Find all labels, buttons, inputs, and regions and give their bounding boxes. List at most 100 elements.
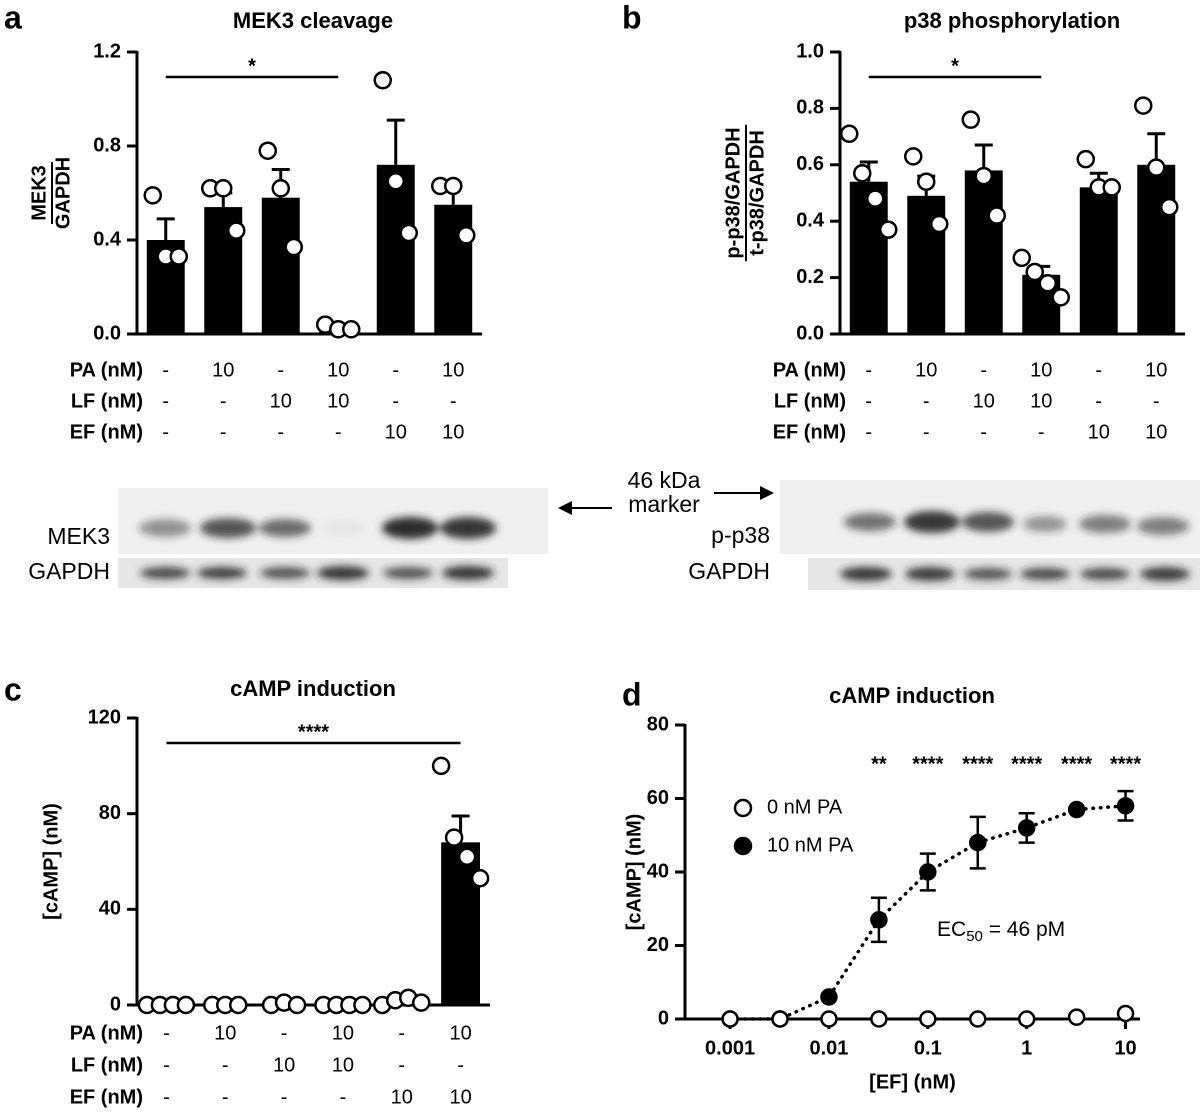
marker-label: 46 kDa (628, 467, 701, 493)
data-point (444, 828, 464, 847)
data-point (1076, 149, 1095, 169)
condition-value: - (281, 1086, 288, 1108)
annotation-part: = 46 pM (983, 918, 1065, 941)
data-point (1160, 197, 1179, 217)
significance-label: **** (298, 721, 329, 743)
condition-value: - (923, 390, 930, 412)
condition-value: - (163, 1022, 170, 1044)
blot-label: p-p38 (711, 522, 770, 548)
chart-title: p38 phosphorylation (904, 8, 1120, 33)
arrowhead (760, 486, 774, 500)
condition-value: 10 (449, 1086, 471, 1108)
data-point (961, 110, 980, 129)
annotation-part: EC (937, 918, 966, 941)
data-point (879, 220, 898, 239)
condition-label: PA (nM) (70, 1022, 143, 1044)
condition-value: - (335, 421, 342, 443)
band (197, 567, 247, 579)
y-tick-label: 40 (647, 860, 669, 882)
band (200, 518, 256, 538)
condition-value: 10 (1145, 421, 1167, 443)
chart-title: MEK3 cleavage (233, 8, 393, 33)
y-axis-label: [cAMP] (nM) (40, 803, 62, 920)
arrowhead (558, 501, 572, 515)
y-tick-label: 0.4 (796, 209, 825, 231)
condition-value: 10 (391, 1086, 413, 1108)
panel-label: c (4, 671, 22, 707)
y-label-denominator: t-p38/GAPDH (746, 130, 768, 256)
data-point (412, 993, 431, 1012)
y-tick-label: 20 (647, 934, 669, 956)
bar (376, 164, 415, 334)
data-point (1051, 288, 1070, 307)
condition-value: 10 (332, 1022, 354, 1044)
y-tick-label: 1.0 (796, 40, 824, 62)
y-axis-label: MEK3 GAPDH (28, 157, 74, 229)
condition-value: - (865, 421, 872, 443)
panel-label: a (4, 0, 22, 35)
band (904, 511, 960, 533)
bar (964, 170, 1003, 334)
band (260, 567, 310, 579)
bar (434, 204, 473, 334)
condition-value: 10 (332, 1054, 354, 1076)
data-point (353, 995, 372, 1015)
condition-value: - (222, 1054, 229, 1076)
bar (1079, 187, 1118, 334)
y-tick-label: 0.0 (93, 322, 121, 344)
data-point (771, 1010, 789, 1028)
condition-value: 10 (1030, 390, 1052, 412)
y-tick-label: 1.2 (93, 40, 121, 62)
data-point (470, 868, 490, 888)
data-point (386, 172, 405, 191)
condition-value: - (450, 390, 457, 412)
condition-value: 10 (442, 421, 464, 443)
condition-value: 10 (449, 1022, 471, 1044)
condition-value: - (222, 1086, 229, 1108)
y-tick-label: 0.8 (93, 134, 121, 156)
y-tick-label: 0.6 (796, 153, 824, 175)
y-tick-label: 0.2 (796, 266, 824, 288)
y-tick-label: 0.4 (93, 228, 122, 250)
y-tick-label: 40 (99, 898, 121, 920)
condition-value: 10 (1145, 359, 1167, 381)
significance-label: **** (1011, 753, 1042, 775)
condition-value: - (923, 421, 930, 443)
band (905, 567, 955, 581)
western-blots: MEK3 GAPDH p-p38 GAPDH 46 kDa marker (28, 467, 1200, 590)
data-point (974, 166, 993, 186)
condition-value: - (163, 1086, 170, 1108)
condition-value: - (162, 390, 169, 412)
y-tick-label: 0.8 (796, 97, 824, 119)
condition-value: 10 (1088, 421, 1110, 443)
panel-label: d (622, 676, 642, 712)
condition-value: 10 (273, 1054, 295, 1076)
data-point (987, 206, 1006, 225)
condition-label: LF (nM) (71, 390, 143, 412)
data-point (1012, 248, 1031, 268)
condition-label: LF (nM) (71, 1054, 143, 1076)
data-point (917, 172, 936, 191)
band (964, 568, 1012, 580)
data-point (227, 221, 246, 240)
data-point (373, 70, 392, 90)
data-point (1116, 1004, 1135, 1023)
band (840, 567, 892, 581)
condition-value: - (392, 390, 399, 412)
data-point (820, 1010, 838, 1028)
data-point (1102, 178, 1121, 197)
x-axis-label: [EF] (nM) (869, 1071, 956, 1093)
data-point (214, 179, 233, 198)
y-tick-label: 0 (110, 993, 121, 1015)
data-point (169, 247, 188, 266)
legend-label: 0 nM PA (767, 796, 843, 818)
data-point (721, 1010, 739, 1028)
condition-value: 10 (973, 390, 995, 412)
condition-value: 10 (442, 359, 464, 381)
condition-value: 10 (270, 390, 292, 412)
condition-value: 10 (327, 390, 349, 412)
condition-value: 10 (915, 359, 937, 381)
y-tick-label: 120 (88, 706, 121, 728)
condition-value: 10 (212, 359, 234, 381)
condition-value: - (277, 421, 284, 443)
